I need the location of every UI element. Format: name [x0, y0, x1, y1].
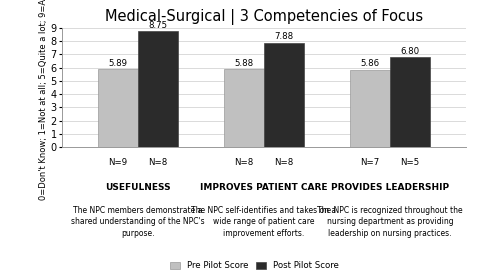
Text: The NPC is recognized throughout the
nursing department as providing
leadership : The NPC is recognized throughout the nur… — [317, 206, 463, 238]
Text: 5.86: 5.86 — [360, 59, 379, 68]
Text: N=8: N=8 — [148, 158, 168, 167]
Text: 5.89: 5.89 — [108, 59, 127, 68]
Text: The NPC self-identifies and takes on a
wide range of patient care
improvement ef: The NPC self-identifies and takes on a w… — [192, 206, 336, 238]
Text: N=9: N=9 — [108, 158, 127, 167]
Text: N=8: N=8 — [275, 158, 294, 167]
Legend: Pre Pilot Score, Post Pilot Score: Pre Pilot Score, Post Pilot Score — [167, 258, 342, 274]
Text: N=7: N=7 — [360, 158, 380, 167]
Title: Medical-Surgical | 3 Competencies of Focus: Medical-Surgical | 3 Competencies of Foc… — [105, 9, 423, 25]
Text: PROVIDES LEADERSHIP: PROVIDES LEADERSHIP — [331, 183, 449, 192]
Text: 6.80: 6.80 — [401, 47, 420, 56]
Text: IMPROVES PATIENT CARE: IMPROVES PATIENT CARE — [200, 183, 328, 192]
Y-axis label: 0=Don't Know; 1=Not at all; 5=Quite a lot; 9=Always: 0=Don't Know; 1=Not at all; 5=Quite a lo… — [39, 0, 48, 200]
Bar — [349, 70, 390, 147]
Text: The NPC members demonstrate a
shared understanding of the NPC's
purpose.: The NPC members demonstrate a shared und… — [71, 206, 205, 238]
Bar — [264, 43, 304, 147]
Text: N=5: N=5 — [400, 158, 420, 167]
Bar — [390, 57, 430, 147]
Text: 8.75: 8.75 — [149, 21, 168, 30]
Text: 7.88: 7.88 — [275, 32, 294, 41]
Text: N=8: N=8 — [234, 158, 253, 167]
Bar — [224, 69, 264, 147]
Bar — [98, 69, 138, 147]
Text: 5.88: 5.88 — [234, 59, 253, 68]
Text: USEFULNESS: USEFULNESS — [105, 183, 171, 192]
Bar — [138, 31, 179, 147]
